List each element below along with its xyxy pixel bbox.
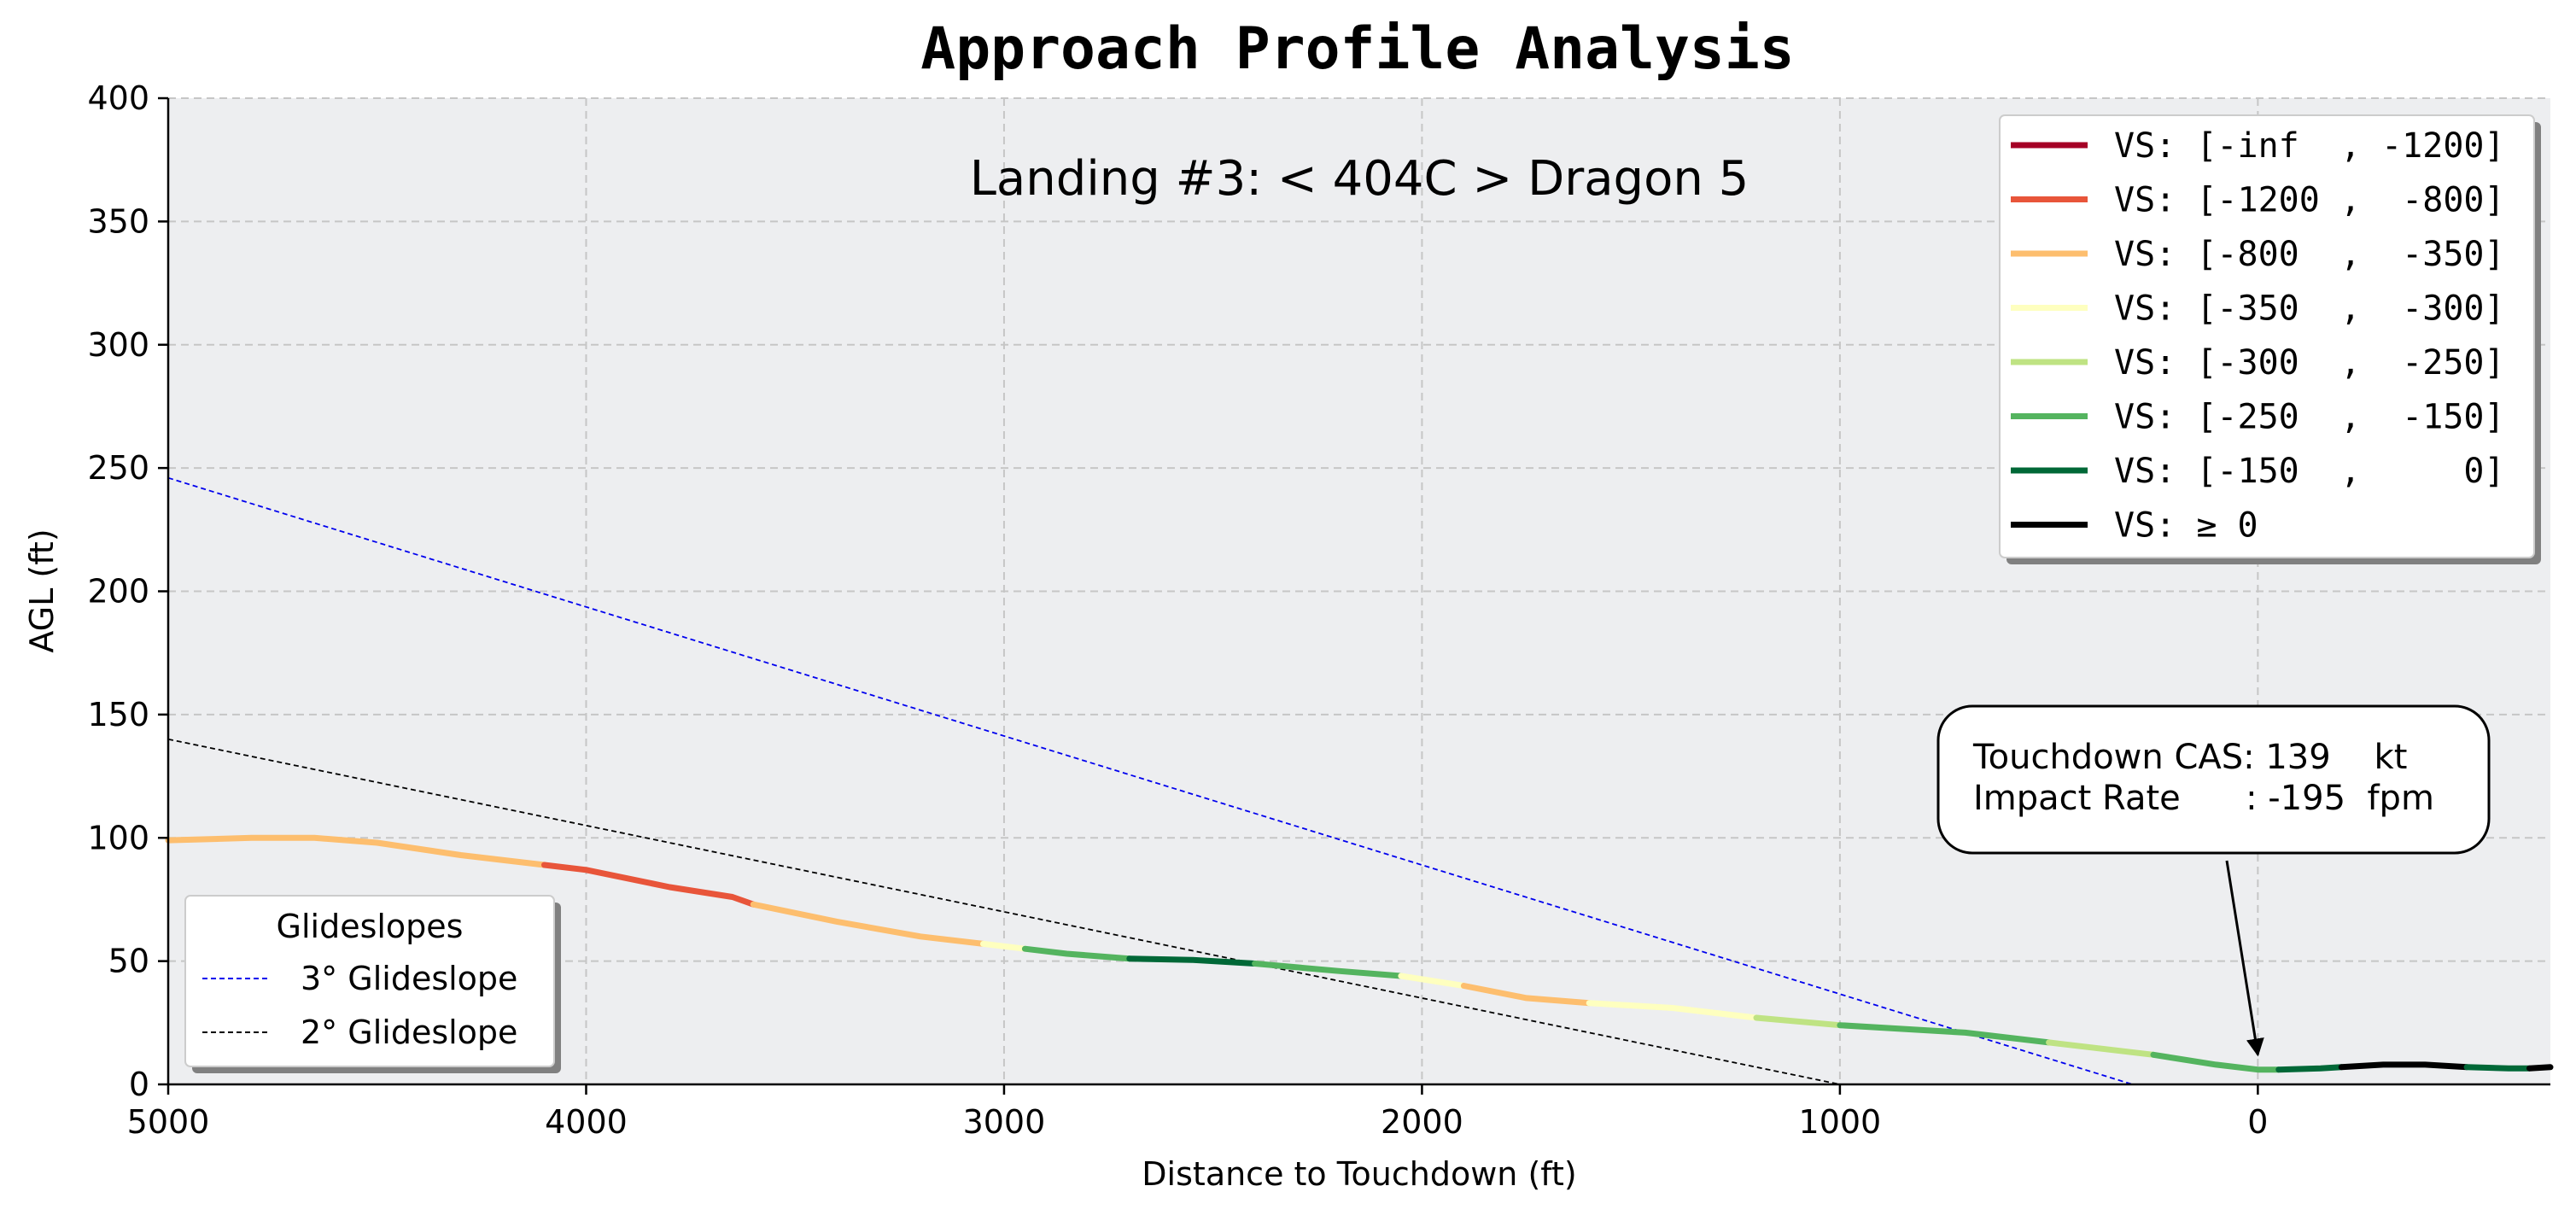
x-tick-label-0: 0 [2247, 1103, 2268, 1141]
profile-segment-16 [2463, 1064, 2532, 1072]
glideslope-legend: Glideslopes 3° Glideslope 2° Glideslope [184, 895, 561, 1073]
profile-segment-7 [1398, 973, 1467, 989]
profile-segment-2 [750, 901, 986, 947]
x-axis-ticks: 5000 4000 3000 2000 1000 0 [127, 1084, 2268, 1141]
x-tick-label-3000: 3000 [963, 1103, 1046, 1141]
vs-legend-label-5: VS: [-250 , -150] [2114, 398, 2505, 437]
y-tick-label-350: 350 [87, 202, 149, 240]
vs-legend-label-1: VS: [-1200 , -800] [2114, 181, 2505, 220]
y-tick-label-400: 400 [87, 79, 149, 117]
y-tick-label-100: 100 [87, 819, 149, 856]
glideslope-2deg-line [167, 738, 1841, 1085]
vs-legend-label-0: VS: [-inf , -1200] [2114, 126, 2505, 166]
profile-segment-1 [541, 862, 756, 908]
vs-legend: VS: [-inf , -1200] VS: [-1200 , -800] VS: … [1999, 114, 2541, 564]
annotation-arrow [2225, 860, 2264, 1057]
profile-segment-3 [980, 940, 1028, 952]
chart-title: Approach Profile Analysis [920, 15, 1795, 83]
vs-legend-box [1999, 114, 2535, 558]
glideslope-legend-title: Glideslopes [277, 908, 464, 945]
x-tick-label-5000: 5000 [127, 1103, 210, 1141]
y-tick-label-50: 50 [108, 943, 149, 980]
glideslope-legend-label-3deg: 3° Glideslope [301, 960, 517, 997]
profile-segment-5 [1126, 955, 1259, 967]
chart-subtitle: Landing #3: < 404C > Dragon 5 [970, 151, 1749, 207]
profile-segment-8 [1460, 983, 1592, 1007]
y-axis-ticks: 0 50 100 150 200 250 300 350 400 [87, 79, 168, 1103]
profile-segment-12 [2046, 1039, 2157, 1058]
y-tick-label-150: 150 [87, 696, 149, 733]
vs-legend-label-3: VS: [-350 , -300] [2114, 289, 2505, 329]
profile-segment-11 [1837, 1022, 2053, 1046]
profile-segment-17 [2526, 1064, 2554, 1072]
x-tick-label-4000: 4000 [545, 1103, 628, 1141]
profile-segment-9 [1586, 1000, 1760, 1021]
profile-segment-13 [2150, 1051, 2282, 1073]
x-tick-label-1000: 1000 [1799, 1103, 1882, 1141]
glideslope-3deg-line [167, 476, 2133, 1085]
y-tick-label-0: 0 [129, 1066, 149, 1103]
x-tick-label-2000: 2000 [1381, 1103, 1463, 1141]
profile-segment-14 [2275, 1064, 2345, 1073]
vs-legend-label-2: VS: [-800 , -350] [2114, 235, 2505, 274]
profile-segment-6 [1252, 961, 1405, 979]
glideslope-lines [167, 476, 2133, 1085]
annotation-box [1936, 704, 2491, 855]
profile-segment-10 [1753, 1014, 1843, 1029]
annotation-line-impact: Impact Rate : -195 fpm [1973, 779, 2434, 818]
touchdown-annotation: Touchdown CAS: 139 kt Impact Rate : -195… [1936, 704, 2491, 1057]
glideslope-legend-box [184, 895, 555, 1067]
y-tick-label-250: 250 [87, 449, 149, 487]
profile-segment-0 [165, 834, 547, 868]
y-tick-label-200: 200 [87, 573, 149, 610]
y-tick-label-300: 300 [87, 326, 149, 364]
x-axis-label: Distance to Touchdown (ft) [1142, 1155, 1576, 1193]
vs-legend-label-6: VS: [-150 , 0] [2114, 452, 2505, 491]
approach-profile-line [165, 834, 2554, 1073]
y-axis-label: AGL (ft) [23, 529, 61, 652]
annotation-line-cas: Touchdown CAS: 139 kt [1972, 738, 2407, 777]
vs-legend-label-4: VS: [-300 , -250] [2114, 343, 2505, 383]
glideslope-legend-label-2deg: 2° Glideslope [301, 1014, 517, 1051]
profile-segment-15 [2338, 1061, 2470, 1071]
vs-legend-label-7: VS: ≥ 0 [2114, 506, 2258, 546]
profile-segment-4 [1021, 945, 1133, 962]
